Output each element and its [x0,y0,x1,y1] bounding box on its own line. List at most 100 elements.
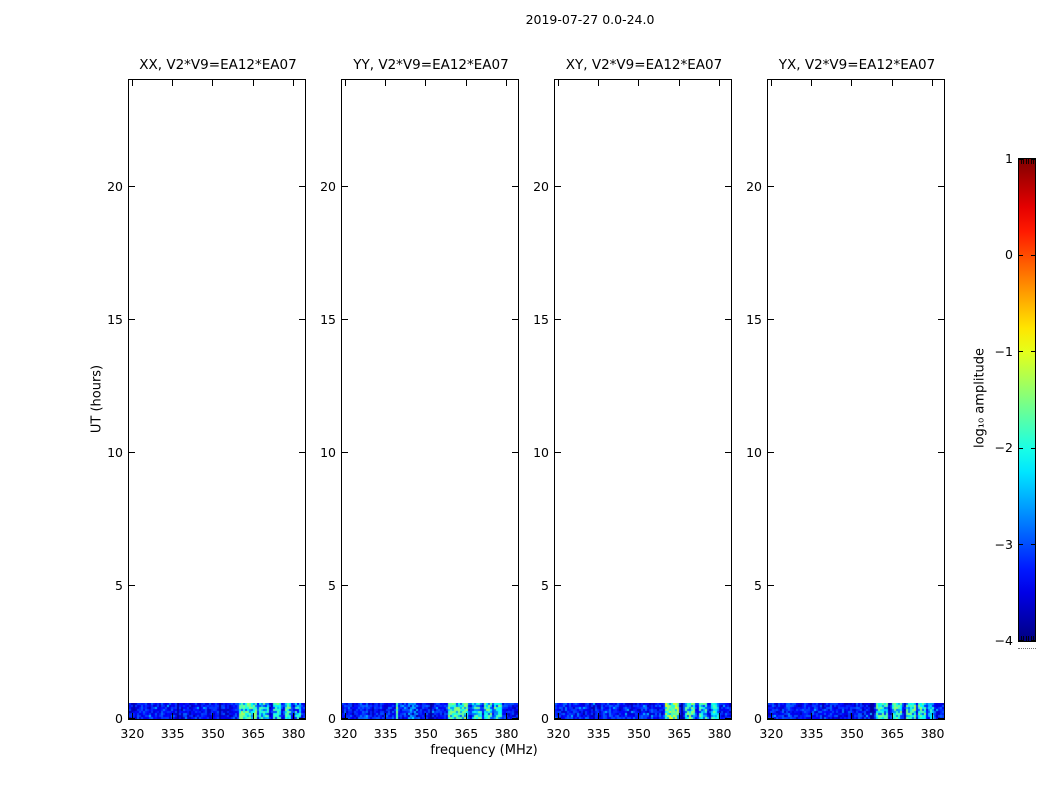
x-tick-label: 350 [201,726,225,741]
x-tick [172,80,174,86]
heatmap-panel-xx: XX, V2*V9=EA12*EA07 320 335 350 365 380 0 5 10 1… [107,57,306,741]
x-tick [425,713,427,719]
colorbar-tick-label: −2 [994,440,1013,456]
x-tick-label: 335 [586,726,611,741]
heatmap-panel-yx: YX, V2*V9=EA12*EA07 320 335 350 365 380 0 5 10 1… [746,57,945,741]
colorbar-tick [1019,544,1023,546]
x-axis-label: frequency (MHz) [430,743,538,758]
y-tick [129,186,135,187]
colorbar-end-hatch [1025,636,1027,641]
y-tick [299,585,305,587]
x-tick [506,713,508,719]
y-tick-label: 15 [533,311,549,327]
y-tick [768,319,774,321]
x-tick [770,713,772,719]
y-tick-label: 20 [746,178,762,194]
colorbar-end-hatch [1028,636,1030,641]
x-tick [932,80,934,86]
y-tick [938,585,944,587]
y-tick-label: 5 [328,577,336,593]
x-tick [385,713,387,719]
colorbar-tick-label: −3 [994,536,1013,552]
y-tick [129,452,135,454]
x-tick-label: 365 [454,726,479,741]
y-tick [512,452,518,454]
x-tick [719,80,721,86]
x-tick [172,713,174,719]
colorbar-end-hatch [1021,159,1022,164]
y-tick [512,585,518,587]
y-tick [512,718,518,719]
x-tick [891,80,893,86]
y-tick [725,718,731,719]
x-tick [212,80,214,86]
y-tick [299,452,305,454]
x-tick-label: 365 [880,726,905,741]
y-tick [725,585,731,587]
y-tick [938,452,944,454]
x-tick [678,713,680,719]
x-tick-label: 320 [546,726,571,741]
x-tick [811,713,813,719]
colorbar-end-hatch [1030,159,1032,164]
colorbar-end-hatch [1033,636,1034,641]
y-tick [725,452,731,454]
y-tick [299,186,305,187]
x-tick-label: 380 [920,726,945,741]
x-tick-label: 320 [120,726,145,741]
heatmap-panel-yy: YY, V2*V9=EA12*EA07 320 335 350 365 380 0 5 10 1… [320,57,519,741]
x-tick [851,80,853,86]
x-tick [638,80,640,86]
y-tick [342,718,348,719]
x-tick-label: 335 [160,726,185,741]
x-tick [385,80,387,86]
x-tick-label: 320 [333,726,358,741]
colorbar-tick-label: −4 [994,633,1013,648]
x-tick [344,713,346,719]
y-tick [129,585,135,587]
colorbar-end-hatch [1033,159,1034,164]
y-tick [342,319,348,321]
x-tick [344,80,346,86]
colorbar-label: log₁₀ amplitude [972,347,988,449]
y-tick-label: 0 [328,711,336,726]
x-tick [131,713,133,719]
x-tick [811,80,813,86]
panel-title: XY, V2*V9=EA12*EA07 [565,57,723,73]
x-tick [891,713,893,719]
y-tick [768,718,774,719]
x-tick-label: 320 [759,726,784,741]
panel-title: YY, V2*V9=EA12*EA07 [353,57,509,73]
x-tick [293,80,295,86]
x-tick [131,80,133,86]
y-axis-label: UT (hours) [89,364,105,434]
x-tick-label: 380 [707,726,732,741]
y-tick [129,319,135,321]
y-tick [512,186,518,187]
colorbar-tick-label: 1 [1005,151,1013,166]
y-tick [512,319,518,321]
y-tick-label: 20 [320,178,336,194]
y-tick [299,718,305,719]
x-tick-label: 335 [799,726,824,741]
x-tick [770,80,772,86]
y-tick [342,186,348,187]
y-tick-label: 5 [115,577,123,593]
x-tick-label: 380 [281,726,306,741]
colorbar-end-hatch [1021,636,1022,641]
x-tick [719,713,721,719]
heatmap-band-canvas [129,703,305,719]
colorbar-tick [1019,254,1023,256]
y-tick [299,319,305,321]
x-tick [557,80,559,86]
y-tick-label: 10 [746,444,762,460]
y-tick-label: 10 [107,444,123,460]
x-tick-label: 365 [667,726,692,741]
heatmap-band-canvas [768,703,944,719]
x-tick-label: 365 [241,726,266,741]
y-tick [938,319,944,321]
y-tick-label: 5 [754,577,762,593]
x-tick [506,80,508,86]
colorbar-end-hatch [1023,636,1025,641]
